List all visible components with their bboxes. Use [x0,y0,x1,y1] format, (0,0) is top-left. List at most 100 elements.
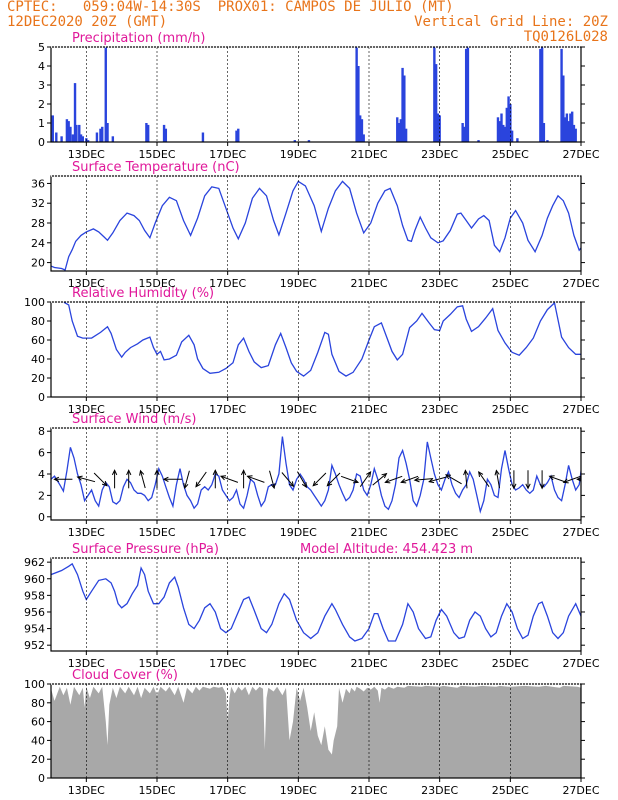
wind-arrow [184,470,190,489]
panel-title: Cloud Cover (%) [72,668,178,683]
y-tick-label: 962 [24,556,45,569]
precip-bar [477,140,480,142]
x-tick-label: 23DEC [421,657,458,670]
x-tick-label: 17DEC [209,403,246,416]
panel-wind: Surface Wind (m/s) 0 2 4 6 8 13DEC 15DEC 17DEC 19… [38,412,611,539]
precip-bar [237,128,240,142]
wind-arrow-head [288,481,295,488]
x-tick-label: 19DEC [280,277,317,290]
y-tick-label: 5 [38,41,45,54]
panel-title: Precipitation (mm/h) [72,31,205,46]
panel-rh: Relative Humidity (%) 0 20 40 60 80 100 13DEC 15… [24,286,600,416]
wind-arrow-head [606,476,611,480]
y-tick-label: 2 [38,98,45,111]
precip-bar [360,119,364,142]
x-tick-label: 27DEC [562,784,599,797]
y-tick-label: 1 [38,117,45,130]
wind-arrow [140,470,146,489]
wind-arrow-head [576,477,581,482]
precip-bar [358,115,362,142]
y-tick-label: 80 [31,315,45,328]
precip-bar [355,47,358,142]
wind-arrow [93,472,108,487]
y-tick-label: 0 [38,511,45,524]
x-tick-label: 27DEC [562,277,599,290]
chart-header: CPTEC: 059:04W-14:30S PROX01: CAMPOS DE … [0,0,618,46]
x-tick-label: 15DEC [138,526,175,539]
precip-bar [145,123,148,142]
precip-bar [463,126,466,142]
wind-arrow [495,470,500,489]
x-tick-label: 13DEC [68,277,105,290]
precip-bar [569,113,572,142]
y-tick-label: 40 [31,734,45,747]
x-tick-label: 15DEC [138,657,175,670]
wind-arrow-head [126,469,132,476]
y-tick-label: 20 [31,753,45,766]
y-tick-label: 36 [31,177,45,190]
panel-title: Surface Wind (m/s) [72,412,196,427]
wind-arrow [77,476,96,483]
wind-arrow-head [366,471,372,477]
y-tick-label: 2 [38,489,45,502]
wind-arrow-head [301,482,307,489]
x-tick-label: 17DEC [209,657,246,670]
wind-arrow [247,475,265,483]
wind-arrow [340,475,359,483]
wind-arrow [445,474,462,485]
x-tick-label: 21DEC [350,403,387,416]
wind-arrow [414,478,433,481]
precip-bar [572,124,576,142]
cloud-cover-area [51,685,581,778]
precip-bar [505,107,508,142]
panel-frame [50,557,582,652]
wind-arrow-head [312,480,319,487]
wind-arrow-head [494,469,500,476]
precip-bar [307,140,311,142]
model-id: TQ0126L028 [523,29,608,45]
precip-bar [434,64,438,142]
wind-arrow-head [219,475,227,481]
x-tick-label: 27DEC [562,148,599,161]
precip-bar [55,132,58,142]
x-tick-label: 21DEC [350,784,387,797]
wind-arrow-head [463,469,469,476]
y-tick-label: 20 [31,372,45,385]
precip-bar [164,128,168,142]
wind-arrow-head [352,478,360,484]
precip-bar [563,117,567,142]
precip-bar [78,124,81,142]
y-tick-label: 40 [31,353,45,366]
wind-arrow-head [195,481,201,488]
precip-bar [570,111,574,142]
series-group [51,685,581,778]
precip-bar [81,136,84,142]
wind-arrow-head [162,476,169,482]
x-tick-label: 13DEC [68,148,105,161]
y-tick-label: 20 [31,257,45,270]
panel-cloud: Cloud Cover (%) 0 20 40 60 80 100 13DEC 15DEC 17D… [24,668,600,797]
wind-arrow-head [525,483,531,490]
precip-bar [397,123,401,142]
wind-arrow-head [381,472,388,479]
precip-bar [496,117,500,142]
precip-bar [101,126,104,142]
x-tick-label: 17DEC [209,526,246,539]
precip-bar [516,138,519,142]
x-tick-label: 23DEC [421,526,458,539]
precip-bar [75,124,78,142]
wind-arrow [220,475,239,483]
wind-line [51,436,581,514]
x-tick-label: 17DEC [209,277,246,290]
x-tick-label: 27DEC [562,403,599,416]
wind-arrow-head [326,480,333,487]
precip-bar [51,115,54,142]
panel-title: Surface Pressure (hPa) [72,542,219,557]
x-tick-label: 27DEC [562,657,599,670]
x-tick-label: 15DEC [138,784,175,797]
x-tick-label: 21DEC [350,657,387,670]
panel-frame [50,175,582,272]
panel-frame [50,301,582,398]
precip-bar [436,113,440,142]
